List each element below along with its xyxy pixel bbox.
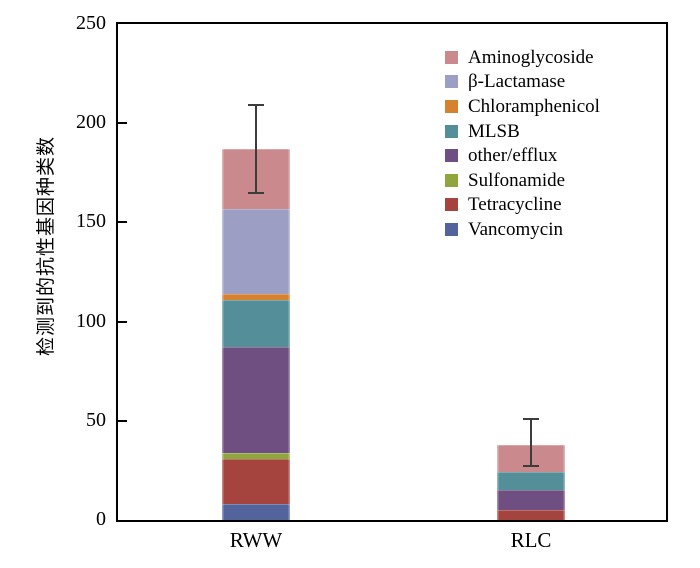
plot-area <box>116 22 668 522</box>
y-tick-label-100: 100 <box>76 309 106 332</box>
legend-item-Vancomycin: Vancomycin <box>445 217 600 242</box>
bar-segment-RWW-other/efflux <box>222 347 290 453</box>
y-tick-label-0: 0 <box>96 508 106 530</box>
legend-item-Sulfonamide: Sulfonamide <box>445 168 600 193</box>
legend-label-Sulfonamide: Sulfonamide <box>468 169 566 191</box>
bar-segment-RWW-MLSB <box>222 299 290 348</box>
legend-label-Tetracycline: Tetracycline <box>468 194 562 216</box>
bar-segment-RWW-Tetracycline <box>222 458 290 505</box>
y-tick-label-150: 150 <box>76 210 106 233</box>
y-tick-mark-100 <box>118 320 127 323</box>
x-label-RWW: RWW <box>229 528 283 552</box>
bar-segment-RWW-Vancomycin <box>222 504 290 520</box>
bar-segment-RLC-other/efflux <box>497 490 565 511</box>
legend-swatch-Tetracycline <box>445 198 458 212</box>
bar-segment-RWW-Sulfonamide <box>222 452 290 459</box>
legend-label-other/efflux: other/efflux <box>468 145 558 167</box>
y-tick-label-250: 250 <box>76 12 106 34</box>
y-tick-mark-200 <box>118 122 127 125</box>
legend-label-β-Lactamase: β-Lactamase <box>468 71 566 93</box>
legend-item-other/efflux: other/efflux <box>445 143 600 168</box>
y-tick-label-50: 50 <box>86 408 106 431</box>
error-bar-line-RWW <box>255 105 257 193</box>
legend-swatch-Aminoglycoside <box>445 50 458 64</box>
y-axis-title: 检测到的抗性基因种类数 <box>36 136 57 357</box>
y-tick-mark-50 <box>118 419 127 422</box>
y-tick-label-200: 200 <box>76 111 106 134</box>
bar-segment-RWW-β-Lactamase <box>222 208 290 294</box>
bar-segment-RLC-MLSB <box>497 472 565 491</box>
legend-swatch-other/efflux <box>445 149 458 163</box>
bar-segment-RLC-Tetracycline <box>497 510 565 520</box>
legend-swatch-β-Lactamase <box>445 75 458 89</box>
legend-swatch-Sulfonamide <box>445 173 458 187</box>
legend-label-Chloramphenicol: Chloramphenicol <box>468 95 600 117</box>
legend-label-Vancomycin: Vancomycin <box>468 218 563 240</box>
legend-label-MLSB: MLSB <box>468 120 520 142</box>
legend-item-β-Lactamase: β-Lactamase <box>445 70 600 95</box>
legend-item-Aminoglycoside: Aminoglycoside <box>445 45 600 70</box>
bar-segment-RWW-Chloramphenicol <box>222 293 290 300</box>
legend-swatch-MLSB <box>445 124 458 138</box>
legend-item-Chloramphenicol: Chloramphenicol <box>445 94 600 119</box>
legend: Aminoglycoside β-Lactamase Chloramphenicol… <box>445 45 600 242</box>
error-bar-cap-bottom-RLC <box>523 465 539 468</box>
error-bar-line-RLC <box>530 418 532 467</box>
legend-label-Aminoglycoside: Aminoglycoside <box>468 46 594 68</box>
error-bar-cap-bottom-RWW <box>248 191 264 194</box>
legend-item-MLSB: MLSB <box>445 119 600 144</box>
x-label-RLC: RLC <box>510 528 552 552</box>
plot-inner <box>118 24 666 520</box>
legend-swatch-Chloramphenicol <box>445 99 458 113</box>
legend-item-Tetracycline: Tetracycline <box>445 193 600 218</box>
error-bar-cap-top-RLC <box>523 417 539 420</box>
y-tick-mark-150 <box>118 221 127 224</box>
error-bar-cap-top-RWW <box>248 104 264 107</box>
legend-swatch-Vancomycin <box>445 222 458 236</box>
